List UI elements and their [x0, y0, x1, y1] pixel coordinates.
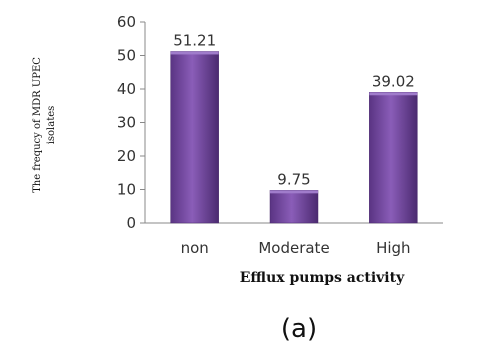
- bar-high: [369, 92, 418, 224]
- y-tick-label: 10: [117, 181, 136, 199]
- bar-moderate: [269, 190, 319, 224]
- bar-non: [170, 51, 219, 224]
- y-axis-title: The frequcy of MDR UPEC isolates: [32, 57, 57, 193]
- x-axis-title: Efflux pumps activity: [240, 270, 405, 286]
- x-tick-label: Moderate: [258, 239, 329, 257]
- data-label: 51.21: [173, 31, 216, 49]
- data-label: 39.02: [372, 72, 415, 90]
- x-tick-label: High: [376, 239, 410, 257]
- y-tick-label: 60: [117, 13, 136, 31]
- y-tick-label: 20: [117, 147, 136, 165]
- bar-cap: [369, 92, 418, 96]
- bar-cap: [270, 190, 318, 194]
- panel-label: (a): [281, 314, 317, 344]
- y-tick-label: 30: [117, 114, 136, 132]
- x-tick-label: non: [181, 239, 209, 257]
- y-tick-label: 50: [117, 47, 136, 65]
- data-label: 9.75: [277, 170, 310, 188]
- bar-cap: [170, 51, 219, 55]
- y-axis-title-line-2: isolates: [46, 106, 57, 145]
- data-labels: 51.21 9.75 39.02: [173, 31, 415, 188]
- bars: [170, 51, 418, 224]
- x-axis: non Moderate High: [145, 222, 443, 257]
- y-axis: 0 10 20 30 40 50 60: [117, 13, 146, 232]
- y-axis-title-line-1: The frequcy of MDR UPEC: [32, 57, 43, 193]
- y-tick-label: 40: [117, 80, 136, 98]
- y-tick-label: 0: [126, 214, 136, 232]
